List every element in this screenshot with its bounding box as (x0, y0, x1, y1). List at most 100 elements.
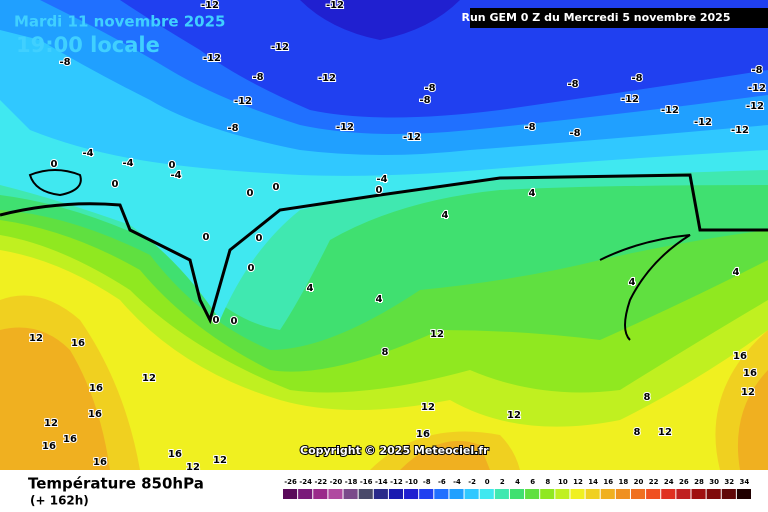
colorbar-cell (449, 489, 464, 499)
colorbar-cell (388, 489, 404, 499)
colorbar-cell (509, 489, 525, 499)
colorbar-cell (343, 489, 358, 499)
contour-label: 0 (247, 188, 254, 199)
contour-label: 12 (741, 387, 755, 398)
colorbar-cell (570, 489, 585, 499)
colorbar-tick-label: 10 (558, 478, 568, 486)
colorbar-cell (676, 489, 691, 499)
contour-label: 12 (44, 418, 58, 429)
contour-label: 16 (743, 368, 757, 379)
contour-label: 4 (733, 267, 740, 278)
colorbar-cell (540, 489, 555, 499)
time: 19:00 locale (16, 33, 160, 57)
contour-label: -8 (524, 122, 535, 133)
colorbar-tick-label: -12 (390, 478, 403, 486)
contour-label: -8 (567, 79, 578, 90)
contour-label: 0 (231, 316, 238, 327)
contour-label: 12 (430, 329, 444, 340)
colorbar: -26 -24 -22 -20 -18 -16 -14 -12 -10 -8 -6 -4 -2 0 2 4 6 8… (283, 478, 751, 499)
colorbar-tick-label: 16 (603, 478, 613, 486)
colorbar-tick-label: 26 (679, 478, 689, 486)
contour-label: -4 (170, 170, 181, 181)
contour-label: 16 (733, 351, 747, 362)
contour-label: 12 (421, 402, 435, 413)
colorbar-tick-label: -18 (345, 478, 358, 486)
map (0, 0, 768, 470)
contour-label: 12 (213, 455, 227, 466)
colorbar-cell (328, 489, 343, 499)
colorbar-cell (615, 489, 630, 499)
contour-label: 16 (93, 457, 107, 468)
colorbar-tick-label: 2 (500, 478, 505, 486)
contour-label: 16 (63, 434, 77, 445)
colorbar-tick-label: -10 (405, 478, 418, 486)
contour-label: -12 (318, 73, 336, 84)
colorbar-cell (706, 489, 721, 499)
colorbar-tick-label: -24 (299, 478, 312, 486)
colorbar-cell (479, 489, 494, 499)
colorbar-cell (419, 489, 434, 499)
colorbar-tick-label: 32 (724, 478, 734, 486)
contour-label: 16 (89, 383, 103, 394)
contour-label: 16 (42, 441, 56, 452)
colorbar-tick-label: -14 (375, 478, 388, 486)
colorbar-cell (434, 489, 449, 499)
colorbar-cell (600, 489, 615, 499)
contour-label: 4 (307, 283, 314, 294)
colorbar-tick-label: 28 (694, 478, 704, 486)
colorbar-cell (313, 489, 328, 499)
contour-label: -8 (252, 72, 263, 83)
colorbar-tick-label: 14 (588, 478, 598, 486)
contour-label: -12 (694, 117, 712, 128)
contour-label: -12 (403, 132, 421, 143)
contour-label: 12 (658, 427, 672, 438)
colorbar-cell (404, 489, 419, 499)
colorbar-tick-label: 30 (709, 478, 719, 486)
contour-label: -12 (621, 94, 639, 105)
colorbar-tick-label: 12 (573, 478, 583, 486)
contour-label: 4 (629, 277, 636, 288)
colorbar-cell (585, 489, 600, 499)
contour-labels: -12 -12 -12 -12 -12 -12 -12 -12 -12 -12 -12 -12 -12 -… (28, 0, 767, 474)
colorbar-cell (494, 489, 509, 499)
colorbar-tick-label: -4 (453, 478, 461, 486)
contour-label: -12 (746, 101, 764, 112)
contour-label: 0 (51, 159, 58, 170)
contour-label: -12 (234, 96, 252, 107)
colorbar-tick-label: -6 (438, 478, 446, 486)
contour-label: -8 (424, 83, 435, 94)
contour-label: -4 (376, 174, 387, 185)
colorbar-tick-label: 4 (515, 478, 520, 486)
contour-label: -12 (201, 0, 219, 11)
colorbar-tick-label: 18 (619, 478, 629, 486)
contour-label: 0 (112, 179, 119, 190)
contour-label: -12 (326, 0, 344, 11)
lead-time: (+ 162h) (30, 494, 89, 508)
run-box (470, 8, 768, 28)
colorbar-tick-label: 6 (530, 478, 535, 486)
variable-title: Température 850hPa (28, 475, 204, 493)
colorbar-tick-label: -20 (330, 478, 343, 486)
contour-label: 4 (529, 188, 536, 199)
contour-label: -12 (336, 122, 354, 133)
colorbar-tick-label: 34 (740, 478, 750, 486)
contour-label: 16 (71, 338, 85, 349)
colorbar-tick-label: -2 (468, 478, 476, 486)
contour-label: 4 (376, 294, 383, 305)
contour-label: 4 (442, 210, 449, 221)
colorbar-cell (464, 489, 479, 499)
colorbar-tick-label: 8 (545, 478, 550, 486)
colorbar-cell (298, 489, 313, 499)
colorbar-cell (630, 489, 646, 499)
contour-label: -12 (748, 83, 766, 94)
colorbar-cell (661, 489, 676, 499)
colorbar-tick-label: -26 (284, 478, 297, 486)
contour-label: 0 (248, 263, 255, 274)
contour-label: -4 (82, 148, 93, 159)
contour-label: -12 (661, 105, 679, 116)
copyright: Copyright © 2025 Meteociel.fr (300, 444, 489, 457)
colorbar-cell (283, 489, 298, 499)
contour-label: 8 (644, 392, 651, 403)
contour-label: 0 (213, 315, 220, 326)
